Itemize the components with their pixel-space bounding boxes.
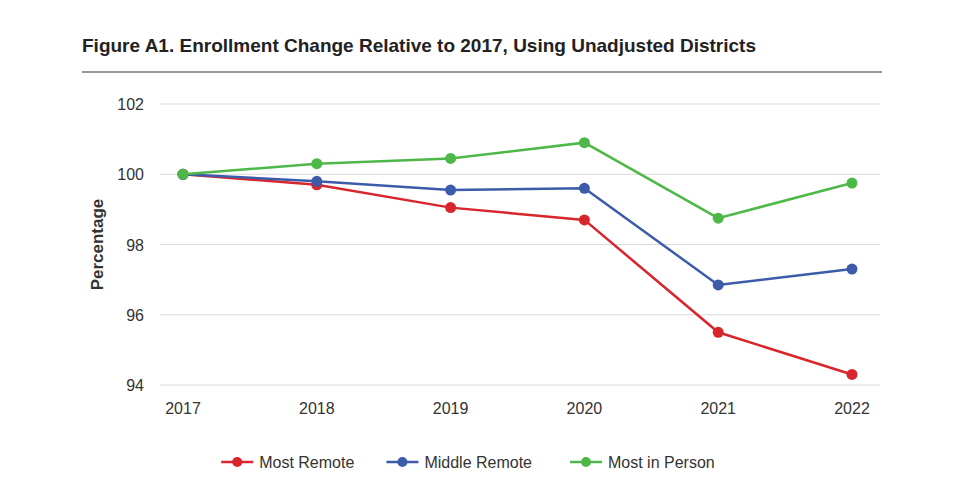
grid-line	[160, 174, 880, 175]
series-marker	[311, 176, 322, 187]
legend-marker	[581, 457, 591, 467]
legend-marker	[232, 457, 242, 467]
series-marker	[713, 279, 724, 290]
y-tick-label: 94	[126, 377, 144, 394]
y-tick-label: 96	[126, 307, 144, 324]
x-tick-label: 2020	[567, 400, 603, 417]
title-rule	[82, 71, 882, 72]
series-marker	[178, 169, 189, 180]
x-tick-label: 2022	[834, 400, 870, 417]
y-axis-label: Percentage	[88, 199, 107, 291]
series-marker	[178, 169, 189, 180]
x-tick-label: 2021	[700, 400, 736, 417]
grid-line	[160, 104, 880, 105]
series-marker	[445, 153, 456, 164]
legend: Most Remote Middle Remote Most in Person	[221, 454, 715, 471]
series-marker	[445, 202, 456, 213]
grid-line	[160, 314, 880, 315]
x-tick-label: 2018	[299, 400, 335, 417]
legend-label: Most in Person	[608, 454, 715, 471]
series-line	[183, 174, 852, 374]
series-marker	[847, 369, 858, 380]
plot-area	[178, 137, 858, 380]
x-tick-label: 2017	[165, 400, 201, 417]
grid-line	[160, 385, 880, 386]
series-marker	[847, 264, 858, 275]
title: Figure A1. Enrollment Change Relative to…	[82, 35, 756, 56]
y-tick-label: 100	[117, 166, 144, 183]
series-marker	[713, 327, 724, 338]
y-tick-label: 102	[117, 96, 144, 113]
series-marker	[579, 183, 590, 194]
series-marker	[847, 178, 858, 189]
series-marker	[579, 214, 590, 225]
y-tick-label: 98	[126, 237, 144, 254]
legend-label: Most Remote	[259, 454, 354, 471]
series-marker	[311, 158, 322, 169]
series-marker	[445, 185, 456, 196]
series-marker	[579, 137, 590, 148]
x-tick-label: 2019	[433, 400, 469, 417]
series-marker	[713, 213, 724, 224]
series-line	[183, 174, 852, 285]
series-marker	[178, 169, 189, 180]
series-line	[183, 143, 852, 219]
legend-label: Middle Remote	[424, 454, 532, 471]
legend-marker	[397, 457, 407, 467]
chart: Figure A1. Enrollment Change Relative to…	[0, 0, 960, 487]
grid-line	[160, 244, 880, 245]
